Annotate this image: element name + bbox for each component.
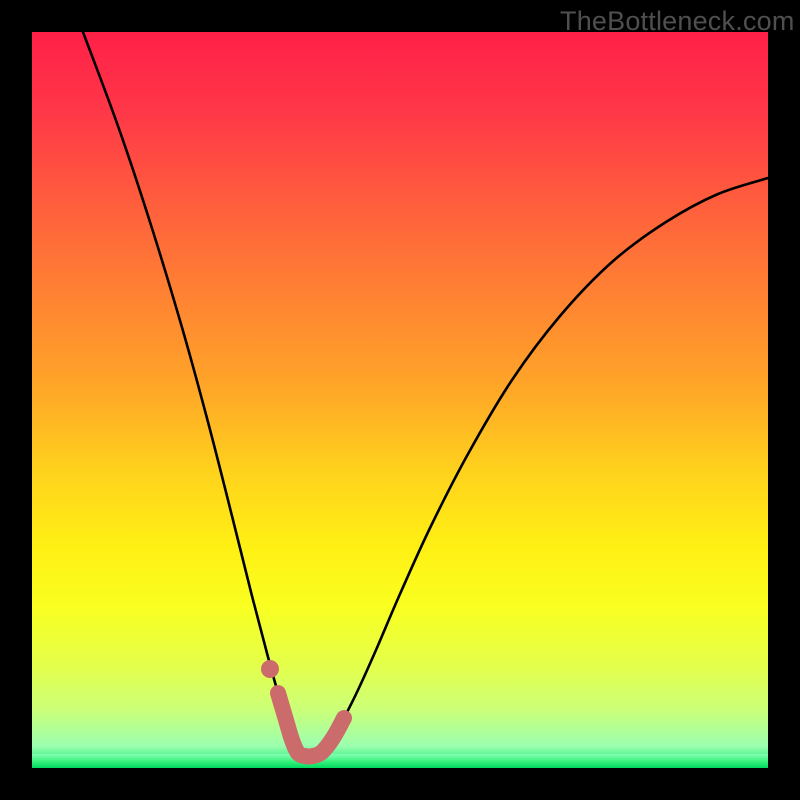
figure-root: TheBottleneck.com	[0, 0, 800, 800]
watermark-text: TheBottleneck.com	[560, 6, 795, 37]
outer-black-frame	[0, 0, 800, 800]
